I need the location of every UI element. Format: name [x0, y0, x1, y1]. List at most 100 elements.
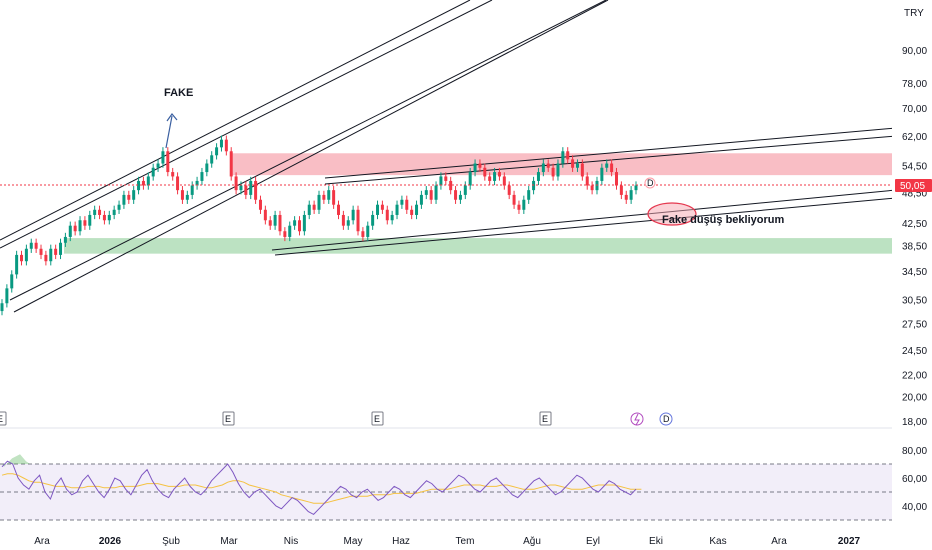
candle: [527, 190, 531, 200]
time-tick-label: Eki: [649, 536, 663, 547]
candle: [88, 214, 92, 226]
candle: [263, 209, 267, 221]
rsi-pane: [0, 454, 892, 521]
candle: [610, 163, 614, 173]
candle: [185, 194, 189, 200]
candle-layer: [0, 135, 638, 316]
candle: [312, 204, 316, 210]
candle: [473, 163, 477, 173]
rsi-ma-line: [1, 473, 642, 504]
earnings-marker[interactable]: E: [222, 411, 235, 426]
price-tick-label: 42,50: [902, 219, 927, 230]
candle: [254, 180, 258, 200]
price-ticks: 90,00 78,00 70,00 62,00 54,50 48,50 42,50 38,50…: [902, 46, 927, 428]
candle: [415, 204, 419, 215]
candle: [346, 220, 350, 226]
time-tick-label: Nis: [284, 536, 298, 547]
candle: [102, 214, 106, 221]
price-tick-label: 38,50: [902, 242, 927, 253]
lightning-icon: [634, 413, 640, 426]
earnings-marker-box: [539, 411, 552, 426]
trend-line: [13, 0, 609, 313]
split-circle: [630, 412, 644, 426]
earnings-marker-box: [0, 411, 7, 426]
dividend-marker-chart[interactable]: D: [644, 177, 656, 189]
candle: [605, 163, 609, 168]
candle: [327, 190, 331, 200]
candle: [151, 167, 155, 177]
split-marker-icon[interactable]: [630, 412, 644, 426]
candle: [351, 209, 355, 221]
earnings-marker[interactable]: E: [371, 411, 384, 426]
candle: [424, 190, 428, 195]
candle: [390, 214, 394, 221]
candle: [107, 214, 111, 221]
rsi-ticks: 80,00 60,00 40,00: [902, 446, 927, 513]
candle: [244, 185, 248, 195]
earnings-marker[interactable]: E: [0, 411, 7, 426]
earnings-marker-label: E: [374, 414, 380, 424]
candle: [376, 204, 380, 215]
candle: [337, 204, 341, 215]
candle: [332, 190, 336, 205]
candle: [195, 180, 199, 186]
dividend-circle: [659, 412, 673, 426]
candle: [112, 209, 116, 215]
candle: [239, 185, 243, 191]
price-tick-label: 24,50: [902, 346, 927, 357]
rsi-line: [1, 460, 637, 516]
time-tick-label: Eyl: [586, 536, 600, 547]
annotation-fake-dusus: Fake düşüş bekliyorum: [662, 214, 784, 226]
candle: [522, 199, 526, 210]
candle: [293, 220, 297, 226]
candle: [600, 167, 604, 181]
candle: [356, 209, 360, 232]
candle: [380, 204, 384, 210]
candle: [68, 225, 72, 237]
earnings-marker[interactable]: E: [539, 411, 552, 426]
candle: [268, 220, 272, 226]
trend-layer: [0, 0, 897, 313]
time-tick-label: May: [344, 536, 363, 547]
earnings-marker-label: E: [0, 414, 3, 424]
candle: [502, 176, 506, 186]
trend-line: [0, 0, 471, 241]
candle: [156, 163, 160, 168]
candle: [449, 180, 453, 191]
last-price-label: 50,05: [900, 181, 925, 192]
dividend-marker-label: D: [663, 414, 670, 424]
candle: [132, 190, 136, 200]
price-axis[interactable]: TRY 90,00 78,00 70,00 62,00 54,50 48,50 42,50 3…: [892, 0, 932, 530]
candle: [278, 214, 282, 232]
annotation-fake: FAKE: [164, 87, 193, 99]
candle: [571, 159, 575, 168]
dividend-marker[interactable]: D: [659, 412, 673, 426]
highlight-ellipse: [647, 202, 697, 226]
candle: [215, 147, 219, 156]
earnings-marker-box: [222, 411, 235, 426]
time-tick-label: 2026: [99, 536, 122, 547]
candle: [127, 194, 131, 200]
candle: [468, 172, 472, 186]
candle: [297, 220, 301, 232]
candle: [24, 248, 28, 262]
candle: [229, 151, 233, 177]
candle: [405, 199, 409, 210]
trend-line: [9, 0, 607, 301]
price-tick-label: 18,00: [902, 417, 927, 428]
rsi-tick-label: 80,00: [902, 446, 927, 457]
candle: [98, 209, 102, 215]
time-axis[interactable]: Ara 2026 Şub Mar Nis May Haz Tem Ağu Eyl Eki Kas Ara…: [34, 536, 860, 547]
candle: [458, 194, 462, 200]
time-tick-label: Haz: [392, 536, 410, 547]
candle: [180, 190, 184, 200]
svg-text:D: D: [647, 178, 654, 188]
candle: [137, 180, 141, 191]
price-tick-label: 78,00: [902, 79, 927, 90]
candle: [546, 163, 550, 168]
candle: [302, 214, 306, 232]
currency-label: TRY: [904, 8, 924, 19]
time-tick-label: Ara: [34, 536, 50, 547]
price-tick-label: 70,00: [902, 104, 927, 115]
